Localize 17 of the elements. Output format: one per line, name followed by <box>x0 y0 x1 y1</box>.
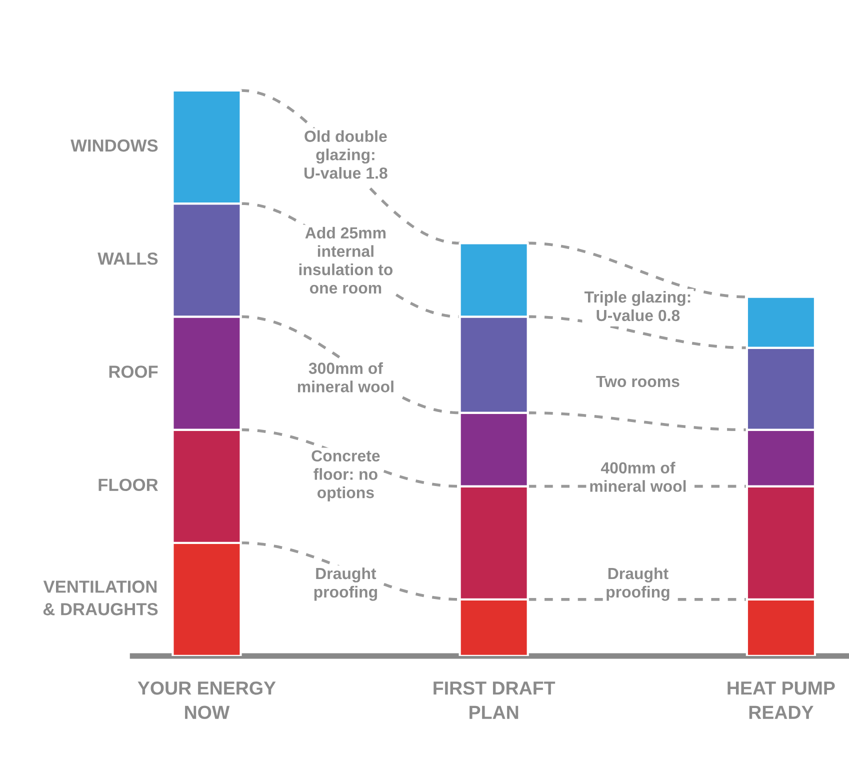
series-label: ROOF <box>109 366 158 378</box>
series-label: WALLS <box>98 252 158 265</box>
annotation: Draught proofing <box>314 567 377 601</box>
series-label: WINDOWS <box>70 139 158 152</box>
x-tick-label: FIRST DRAFT PLAN <box>434 681 556 719</box>
x-tick-label: HEAT PUMP READY <box>728 682 835 719</box>
annotation: Draught proofing <box>606 567 670 601</box>
annotation: Old double glazing: U-value 1.8 <box>304 130 388 179</box>
annotation: Concrete floor: no options <box>312 450 380 502</box>
annotation: 400mm of mineral wool <box>590 462 686 492</box>
series-label: VENTILATION & DRAUGHTS <box>43 580 158 616</box>
annotation: Triple glazing: U-value 0.8 <box>584 290 690 322</box>
annotation: 300mm of mineral wool <box>298 362 394 392</box>
annotation: Add 25mm internal insulation to one room <box>299 226 393 294</box>
x-tick-label: YOUR ENERGY NOW <box>138 681 276 720</box>
series-label: FLOOR <box>98 478 158 491</box>
annotation: Two rooms <box>596 376 680 388</box>
